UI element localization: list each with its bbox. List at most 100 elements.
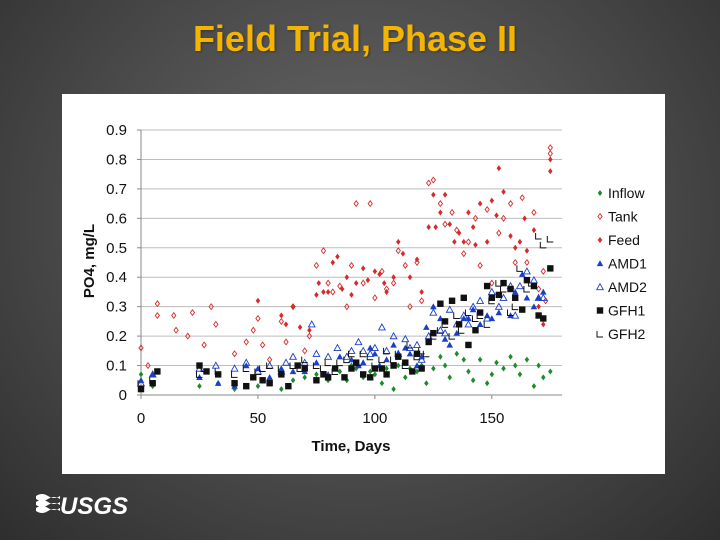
point-amd1 bbox=[476, 321, 484, 327]
point-gfh1 bbox=[313, 377, 320, 384]
point-inflow bbox=[279, 386, 284, 393]
series-gfh2 bbox=[137, 233, 554, 387]
point-amd2 bbox=[522, 267, 531, 275]
point-gfh2 bbox=[546, 235, 554, 243]
point-gfh2 bbox=[406, 341, 413, 349]
point-feed bbox=[433, 224, 438, 231]
point-gfh1 bbox=[512, 294, 519, 302]
point-amd2 bbox=[476, 296, 485, 304]
point-gfh2 bbox=[436, 327, 444, 334]
point-amd2 bbox=[412, 340, 422, 349]
point-inflow bbox=[466, 368, 471, 375]
point-inflow bbox=[531, 383, 537, 390]
point-gfh2 bbox=[378, 356, 385, 364]
point-feed bbox=[314, 291, 319, 298]
slide-title: Field Trial, Phase II bbox=[192, 18, 518, 59]
legend-item-feed: Feed bbox=[597, 232, 640, 248]
point-gfh1 bbox=[259, 377, 266, 384]
point-amd2 bbox=[307, 320, 316, 328]
point-feed bbox=[438, 209, 443, 216]
point-gfh1 bbox=[476, 309, 484, 316]
point-amd2 bbox=[382, 346, 391, 354]
point-amd1 bbox=[523, 294, 531, 301]
point-gfh2 bbox=[301, 356, 308, 364]
point-gfh2 bbox=[348, 350, 355, 358]
point-inflow bbox=[396, 362, 401, 369]
point-amd1 bbox=[313, 359, 320, 366]
point-gfh1 bbox=[383, 371, 390, 378]
point-inflow bbox=[302, 374, 307, 381]
point-gfh1 bbox=[437, 300, 444, 307]
point-feed bbox=[372, 268, 378, 275]
point-inflow bbox=[454, 350, 459, 357]
point-amd2 bbox=[281, 358, 291, 366]
point-inflow bbox=[512, 362, 518, 369]
point-gfh1 bbox=[448, 297, 456, 304]
point-inflow bbox=[484, 380, 490, 387]
point-gfh2 bbox=[471, 315, 479, 322]
point-feed bbox=[360, 265, 366, 272]
point-inflow bbox=[372, 371, 378, 378]
point-feed bbox=[494, 212, 499, 219]
point-gfh2 bbox=[366, 353, 374, 361]
point-tank bbox=[477, 261, 483, 269]
point-inflow bbox=[391, 386, 396, 393]
point-feed bbox=[335, 253, 340, 260]
point-feed bbox=[517, 238, 523, 245]
point-gfh1 bbox=[535, 312, 542, 319]
point-amd2 bbox=[354, 337, 363, 346]
point-tank bbox=[461, 250, 467, 258]
point-amd2 bbox=[377, 323, 386, 331]
point-feed bbox=[255, 297, 261, 304]
point-gfh2 bbox=[254, 368, 261, 375]
point-gfh2 bbox=[516, 265, 523, 272]
point-gfh2 bbox=[324, 359, 332, 367]
point-feed bbox=[442, 191, 448, 198]
point-feed bbox=[536, 303, 541, 310]
point-gfh1 bbox=[472, 327, 479, 334]
legend-marker-inflow bbox=[597, 190, 603, 196]
point-tank bbox=[437, 200, 444, 208]
legend-marker-feed bbox=[597, 237, 603, 243]
point-amd2 bbox=[511, 311, 520, 319]
point-tank bbox=[278, 317, 284, 325]
point-gfh2 bbox=[500, 286, 507, 293]
point-amd1 bbox=[423, 323, 430, 330]
point-inflow bbox=[379, 380, 385, 387]
point-feed bbox=[489, 197, 495, 204]
point-amd2 bbox=[230, 364, 239, 372]
point-inflow bbox=[536, 362, 541, 369]
point-amd1 bbox=[446, 341, 454, 348]
point-gfh2 bbox=[394, 350, 402, 358]
point-gfh1 bbox=[294, 362, 301, 369]
y-tick-label: 0.2 bbox=[106, 328, 127, 345]
point-amd1 bbox=[336, 353, 344, 360]
legend-label-amd2: AMD2 bbox=[608, 279, 647, 295]
point-feed bbox=[477, 200, 483, 207]
point-amd1 bbox=[488, 315, 496, 322]
point-feed bbox=[522, 215, 527, 222]
point-gfh2 bbox=[453, 312, 460, 319]
point-gfh2 bbox=[289, 362, 297, 370]
point-tank bbox=[395, 247, 401, 255]
point-feed bbox=[461, 238, 467, 245]
point-feed bbox=[414, 256, 420, 263]
point-amd1 bbox=[518, 270, 526, 277]
point-tank bbox=[390, 279, 397, 287]
point-gfh2 bbox=[539, 241, 547, 249]
point-feed bbox=[365, 277, 371, 284]
point-gfh2 bbox=[488, 297, 495, 305]
legend-label-feed: Feed bbox=[608, 232, 640, 248]
point-gfh2 bbox=[149, 377, 156, 384]
point-tank bbox=[201, 341, 207, 349]
tick-labels: 0 0.1 0.2 0.3 0.4 0.5 0.6 0.7 0.8 0.9 0 50 100 150 bbox=[106, 122, 504, 427]
point-feed bbox=[426, 224, 431, 231]
legend-marker-gfh1 bbox=[596, 307, 604, 314]
point-gfh2 bbox=[200, 365, 208, 372]
point-gfh2 bbox=[336, 359, 343, 367]
point-gfh2 bbox=[413, 353, 420, 361]
point-gfh1 bbox=[430, 329, 437, 337]
x-tick-label: 100 bbox=[362, 410, 387, 427]
point-tank bbox=[348, 261, 355, 269]
point-feed bbox=[353, 280, 359, 287]
